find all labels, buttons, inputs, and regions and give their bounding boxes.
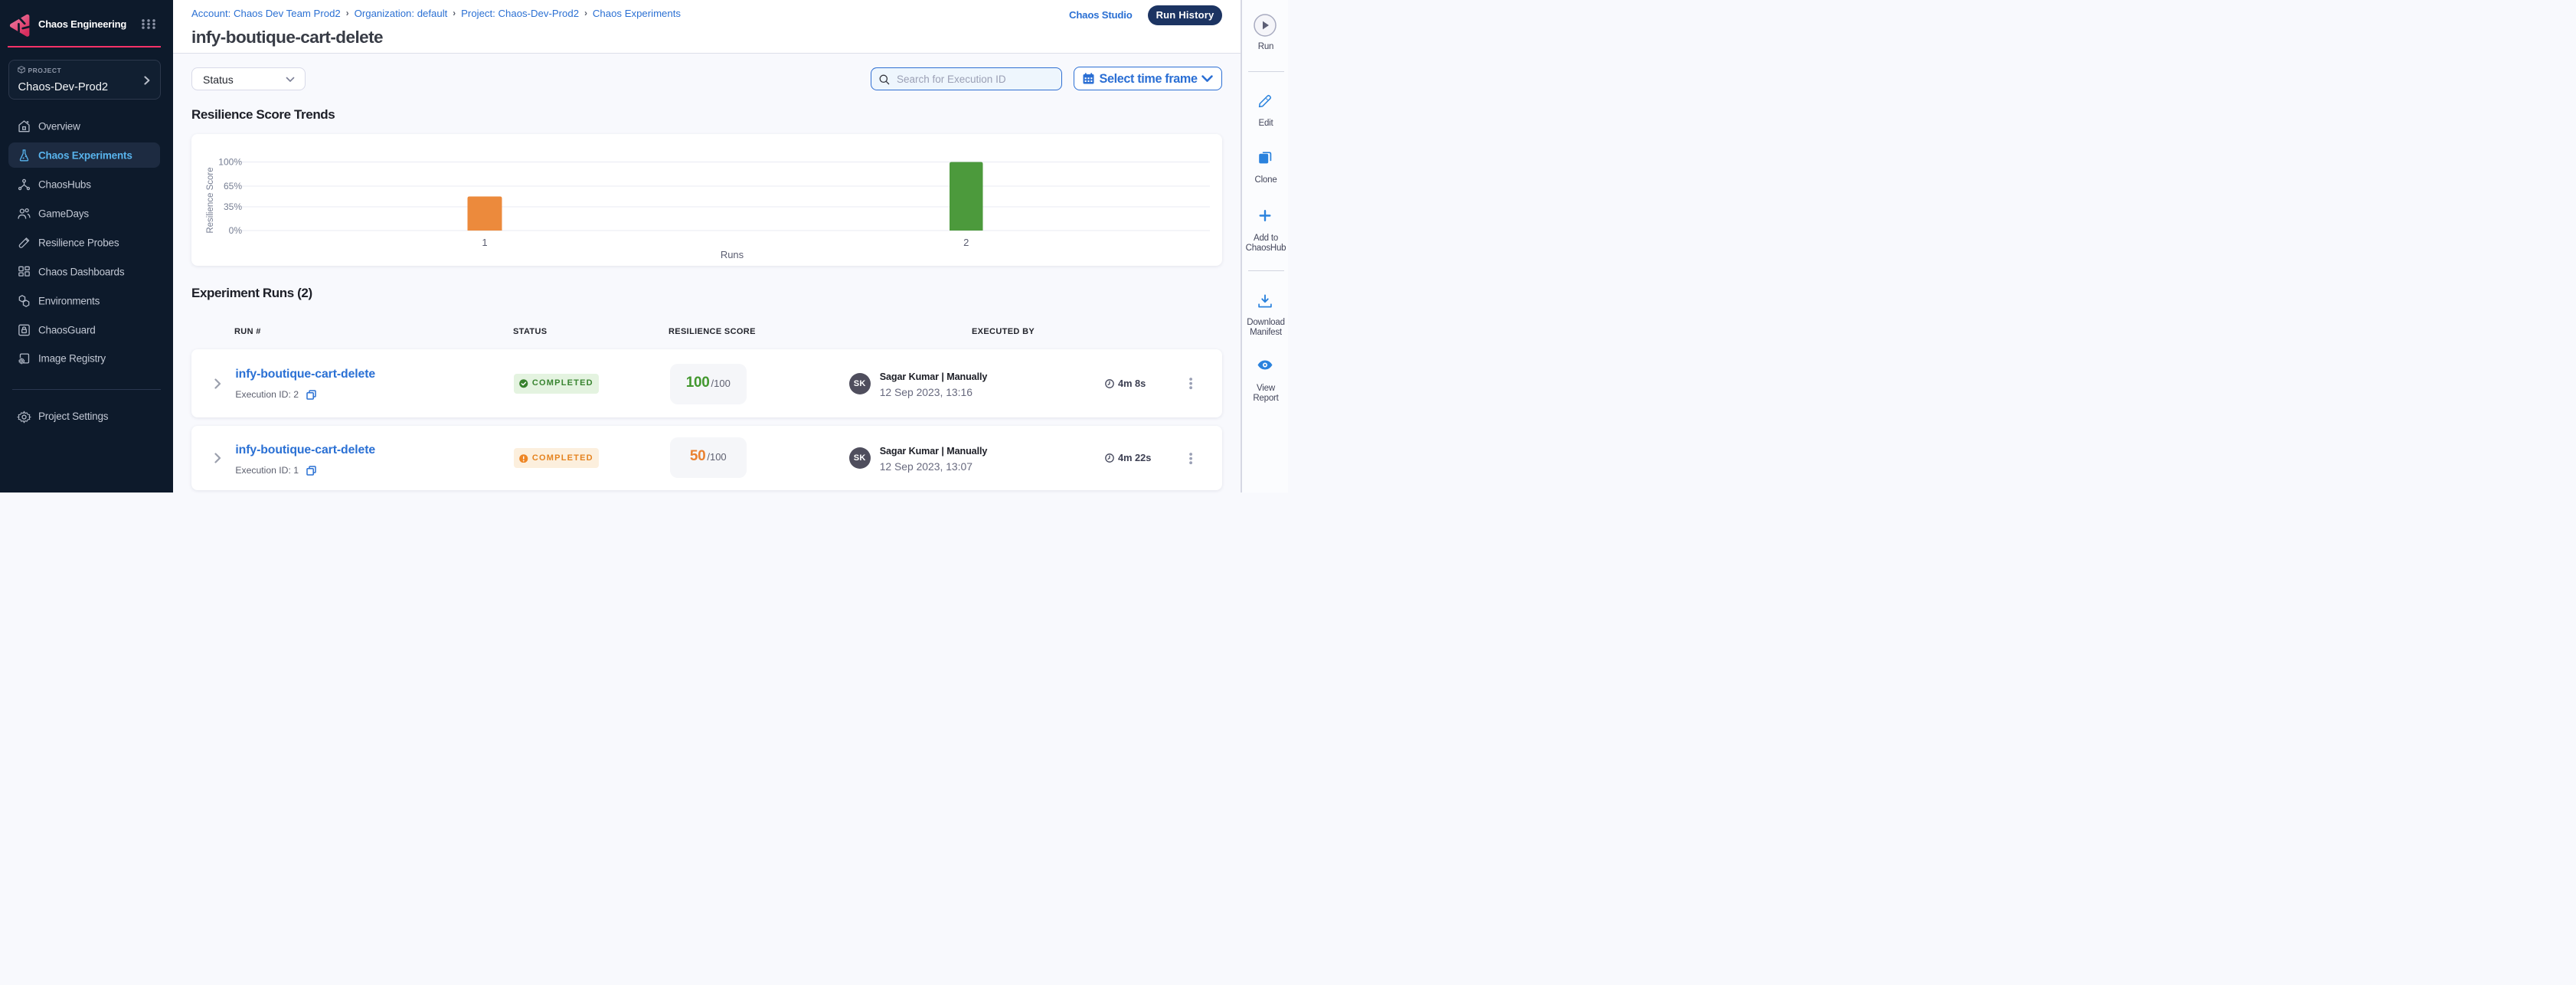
svg-text:0%: 0% (229, 225, 243, 236)
svg-text:35%: 35% (224, 201, 242, 212)
svg-text:Runs: Runs (721, 249, 744, 260)
svg-text:65%: 65% (224, 181, 242, 191)
svg-text:2: 2 (963, 237, 969, 248)
svg-text:1: 1 (482, 237, 487, 248)
svg-text:Resilience Score: Resilience Score (206, 167, 215, 233)
svg-text:100%: 100% (218, 157, 242, 168)
